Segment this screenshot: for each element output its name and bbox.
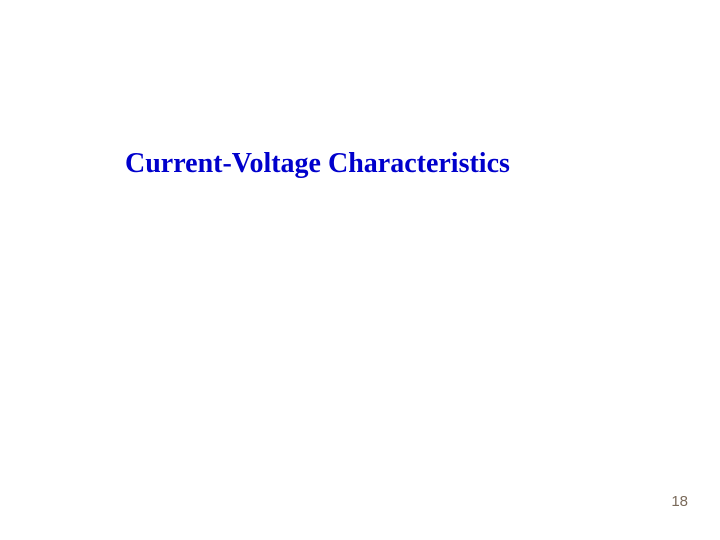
page-number: 18 [671, 493, 688, 510]
slide-title: Current-Voltage Characteristics [125, 148, 510, 180]
